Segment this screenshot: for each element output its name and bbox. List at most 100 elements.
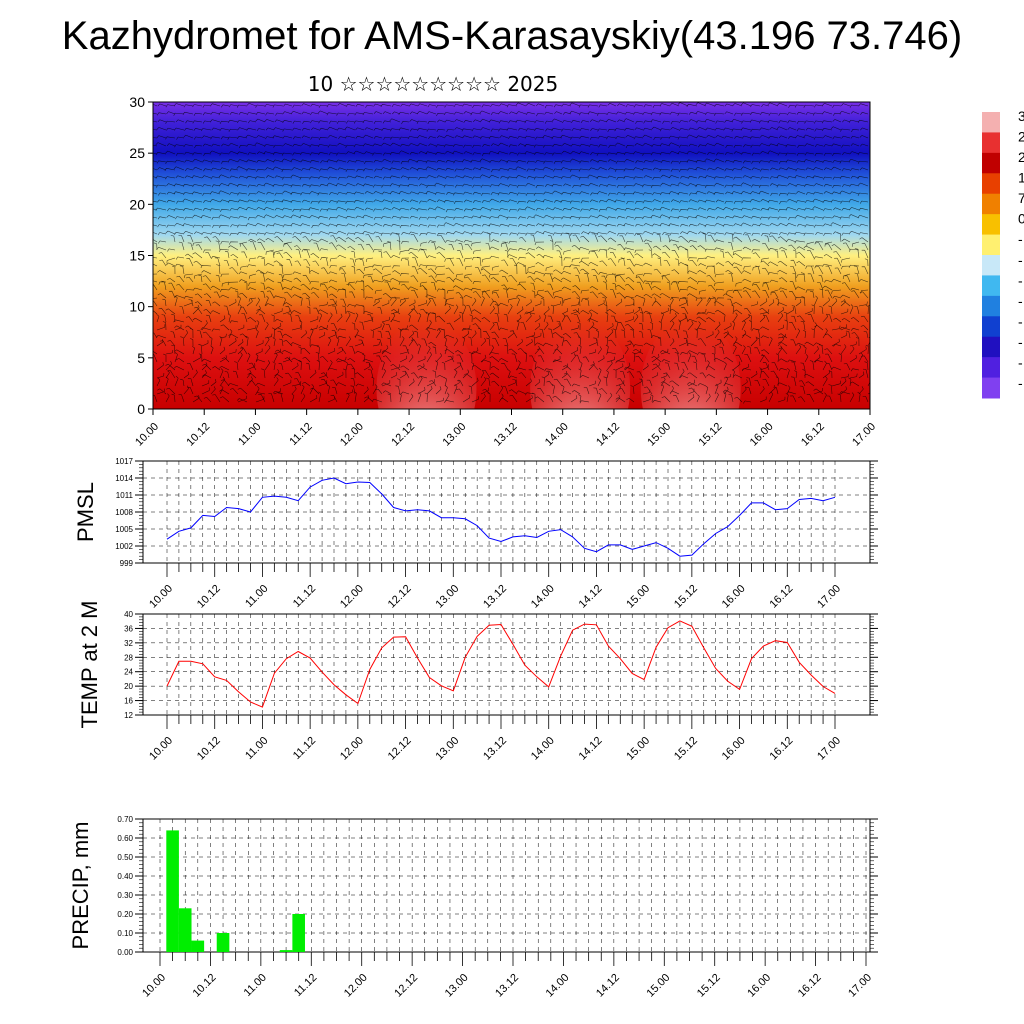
cross-section-panel: 0 5 10 15 20 25 30 10.00 10.12 11.00 11.12 12.00 12.… bbox=[129, 94, 878, 449]
x-tick-label: 16.12 bbox=[767, 735, 795, 763]
data-point bbox=[405, 636, 406, 637]
data-point bbox=[393, 507, 394, 508]
precip-bar bbox=[292, 914, 305, 952]
colorbar-label: - bbox=[1018, 354, 1023, 370]
y-tick-label: 40 bbox=[124, 610, 133, 619]
data-point bbox=[644, 679, 645, 680]
data-point bbox=[166, 539, 167, 540]
data-point bbox=[584, 548, 585, 549]
x-tick-label: 13.00 bbox=[433, 583, 461, 611]
precip-bar bbox=[191, 940, 205, 952]
colorbar-segment bbox=[982, 112, 1000, 133]
temp-panel: 12 16 20 24 28 32 36 40 10.00 10.12 11.00 11.12 12.0… bbox=[77, 601, 878, 763]
data-point bbox=[632, 549, 633, 550]
colorbar-label: 1 bbox=[1018, 170, 1024, 186]
data-point bbox=[417, 657, 418, 658]
x-tick-label: 16.12 bbox=[799, 421, 827, 449]
data-point bbox=[381, 493, 382, 494]
data-point bbox=[596, 551, 597, 552]
grid bbox=[143, 460, 870, 564]
data-point bbox=[584, 624, 585, 625]
x-tick-label: 15.12 bbox=[672, 583, 700, 611]
colorbar-segment bbox=[982, 316, 1000, 338]
x-tick-label: 11.00 bbox=[236, 421, 263, 448]
warm-spot bbox=[376, 318, 477, 409]
panel-frame bbox=[142, 818, 871, 953]
colorbar-label: - bbox=[1018, 293, 1023, 309]
colorbar-segment bbox=[982, 255, 1000, 276]
x-tick-label: 12.00 bbox=[338, 421, 366, 449]
x-tick-label: 16.12 bbox=[767, 583, 795, 611]
x-tick-label: 15.12 bbox=[695, 972, 723, 1000]
grid bbox=[143, 613, 870, 716]
colorbar-segment bbox=[982, 295, 1000, 317]
data-point bbox=[238, 691, 239, 692]
page-subtitle: 10 ☆☆☆☆☆☆☆☆☆ 2025 bbox=[307, 72, 559, 96]
data-point bbox=[226, 680, 227, 681]
data-point bbox=[811, 674, 812, 675]
y-tick-label: 0.70 bbox=[117, 815, 133, 824]
data-point bbox=[333, 477, 334, 478]
data-point bbox=[441, 685, 442, 686]
y-tick-label: 36 bbox=[124, 624, 133, 633]
data-point bbox=[178, 661, 179, 662]
data-point bbox=[298, 500, 299, 501]
x-tick-label: 12.12 bbox=[392, 972, 420, 1000]
colorbar-segment bbox=[982, 357, 1000, 379]
colorbar-label: 0 bbox=[1018, 211, 1024, 227]
data-point bbox=[477, 636, 478, 637]
cross-section-plot bbox=[153, 102, 870, 409]
data-point bbox=[715, 668, 716, 669]
colorbar-segment bbox=[982, 152, 1000, 174]
x-tick-label: 12.00 bbox=[338, 735, 366, 763]
colorbar: 3 2 2 1 7 0 - - - - - - - - bbox=[982, 108, 1024, 399]
data-point bbox=[310, 486, 311, 487]
y-tick-label: 0.10 bbox=[117, 929, 133, 938]
data-point bbox=[703, 647, 704, 648]
x-tick-label: 13.12 bbox=[481, 583, 509, 611]
y-tick-label: 1017 bbox=[115, 457, 133, 466]
y-tick-label: 20 bbox=[124, 682, 133, 691]
data-point bbox=[524, 535, 525, 536]
x-tick-label: 16.00 bbox=[720, 583, 748, 611]
pmsl-panel: 999 1002 1005 1008 1011 1014 1017 10.00 10.12 11.… bbox=[73, 457, 878, 611]
data-point bbox=[727, 680, 728, 681]
x-tick-label: 16.00 bbox=[748, 421, 776, 449]
y-tick-label: 24 bbox=[124, 668, 133, 677]
y-tick-label: 12 bbox=[124, 711, 133, 720]
data-point bbox=[799, 662, 800, 663]
y-tick-label: 0.50 bbox=[117, 853, 133, 862]
y-tick-label: 30 bbox=[129, 94, 145, 110]
data-point bbox=[369, 482, 370, 483]
data-point bbox=[560, 656, 561, 657]
data-point bbox=[357, 703, 358, 704]
data-point bbox=[691, 554, 692, 555]
colorbar-segment bbox=[982, 377, 1000, 399]
x-tick-label: 12.12 bbox=[386, 735, 414, 763]
x-tick-label: 16.00 bbox=[720, 735, 748, 763]
data-point bbox=[333, 684, 334, 685]
y-tick-label: 0.30 bbox=[117, 891, 133, 900]
data-point bbox=[560, 529, 561, 530]
data-point bbox=[822, 500, 823, 501]
data-point bbox=[321, 671, 322, 672]
x-tick-label: 15.12 bbox=[672, 735, 700, 763]
data-point bbox=[477, 525, 478, 526]
data-point bbox=[238, 508, 239, 509]
wind-barbs bbox=[153, 102, 870, 404]
y-tick-label: 16 bbox=[124, 697, 133, 706]
data-point bbox=[679, 556, 680, 557]
x-tick-label: 12.12 bbox=[389, 421, 417, 449]
data-point bbox=[787, 642, 788, 643]
y-tick-label: 20 bbox=[129, 196, 145, 212]
colorbar-label: - bbox=[1018, 334, 1023, 350]
x-tick-label: 13.00 bbox=[433, 735, 461, 763]
x-tick-label: 15.00 bbox=[645, 421, 673, 449]
x-tick-label: 12.12 bbox=[386, 583, 414, 611]
x-tick-label: 11.12 bbox=[291, 735, 318, 762]
series-line bbox=[166, 620, 836, 708]
precip-panel: 0.00 0.10 0.20 0.30 0.40 0.50 0.60 0.70 10.00 10.… bbox=[68, 815, 878, 1000]
data-point bbox=[190, 527, 191, 528]
data-point bbox=[369, 669, 370, 670]
